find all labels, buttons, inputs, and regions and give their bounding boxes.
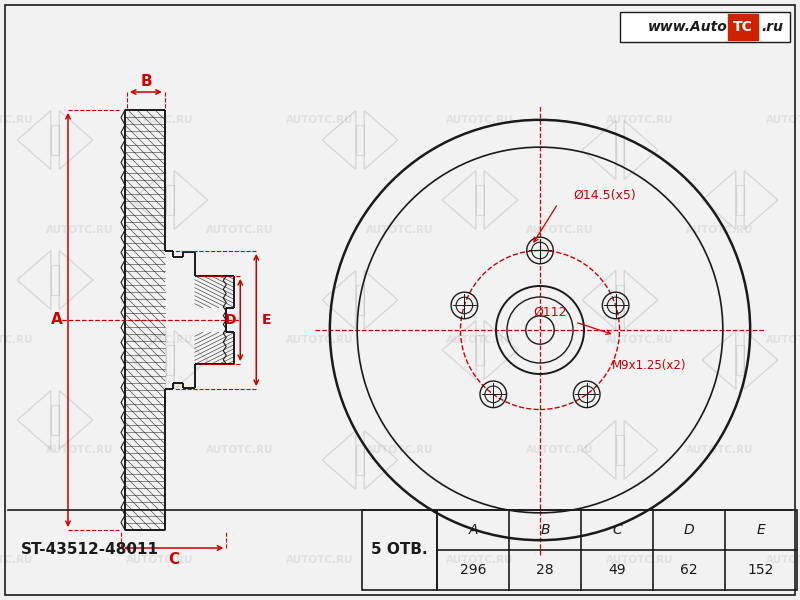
Text: AUTOTC.RU: AUTOTC.RU: [606, 115, 674, 125]
Text: TC: TC: [733, 20, 753, 34]
Text: M9x1.25(x2): M9x1.25(x2): [612, 358, 686, 371]
Bar: [51, 125, 59, 155]
Text: .ru: .ru: [761, 20, 783, 34]
Text: 296: 296: [460, 563, 486, 577]
Bar: [437, 510, 797, 590]
Text: B: B: [540, 523, 550, 537]
Text: AUTOTC.RU: AUTOTC.RU: [286, 555, 354, 565]
Text: AUTOTC.RU: AUTOTC.RU: [126, 555, 194, 565]
Text: D: D: [225, 313, 236, 327]
Text: AUTOTC.RU: AUTOTC.RU: [0, 555, 34, 565]
Text: E: E: [262, 313, 271, 327]
Bar: [166, 345, 174, 374]
Bar: [736, 185, 744, 215]
Text: AUTOTC.RU: AUTOTC.RU: [446, 115, 514, 125]
Text: AUTOTC.RU: AUTOTC.RU: [0, 115, 34, 125]
Text: AUTOTC.RU: AUTOTC.RU: [366, 225, 434, 235]
Text: AUTOTC.RU: AUTOTC.RU: [766, 115, 800, 125]
Text: AUTOTC.RU: AUTOTC.RU: [126, 335, 194, 345]
Bar: [356, 286, 364, 314]
Text: C: C: [612, 523, 622, 537]
Text: AUTOTC.RU: AUTOTC.RU: [46, 445, 114, 455]
Text: AUTOTC.RU: AUTOTC.RU: [286, 335, 354, 345]
Text: AUTOTC.RU: AUTOTC.RU: [366, 445, 434, 455]
Text: AUTOTC.RU: AUTOTC.RU: [206, 445, 274, 455]
Text: 28: 28: [536, 563, 554, 577]
Text: www.Auto: www.Auto: [648, 20, 728, 34]
Text: Ø112: Ø112: [534, 305, 566, 319]
Bar: [616, 286, 624, 314]
Text: AUTOTC.RU: AUTOTC.RU: [686, 225, 754, 235]
Text: AUTOTC.RU: AUTOTC.RU: [206, 225, 274, 235]
Text: AUTOTC.RU: AUTOTC.RU: [126, 115, 194, 125]
Text: AUTOTC.RU: AUTOTC.RU: [46, 225, 114, 235]
Bar: [736, 345, 744, 374]
Text: AUTOTC.RU: AUTOTC.RU: [0, 335, 34, 345]
Bar: [51, 265, 59, 295]
Text: AUTOTC.RU: AUTOTC.RU: [686, 445, 754, 455]
Text: 152: 152: [748, 563, 774, 577]
Bar: [476, 335, 484, 365]
Text: AUTOTC.RU: AUTOTC.RU: [446, 555, 514, 565]
Bar: [620, 12, 790, 42]
Text: AUTOTC.RU: AUTOTC.RU: [286, 115, 354, 125]
Text: A: A: [51, 313, 63, 328]
Text: B: B: [141, 73, 153, 88]
Bar: [51, 406, 59, 434]
Text: AUTOTC.RU: AUTOTC.RU: [526, 445, 594, 455]
Text: C: C: [168, 551, 179, 566]
Text: ST-43512-48011: ST-43512-48011: [21, 542, 159, 557]
Bar: [616, 135, 624, 164]
Bar: [356, 125, 364, 155]
Text: AUTOTC.RU: AUTOTC.RU: [606, 555, 674, 565]
Text: 49: 49: [608, 563, 626, 577]
Text: 62: 62: [680, 563, 698, 577]
Text: AUTOTC.RU: AUTOTC.RU: [446, 335, 514, 345]
Text: 5 ОТВ.: 5 ОТВ.: [371, 542, 428, 557]
Bar: [476, 185, 484, 215]
Bar: [616, 436, 624, 464]
Text: A: A: [468, 523, 478, 537]
Text: AUTOTC.RU: AUTOTC.RU: [526, 225, 594, 235]
Bar: [362, 510, 437, 590]
Text: AUTOTC.RU: AUTOTC.RU: [766, 335, 800, 345]
Text: Ø14.5(x5): Ø14.5(x5): [573, 189, 636, 202]
Bar: [166, 185, 174, 215]
Bar: [356, 445, 364, 475]
Text: D: D: [684, 523, 694, 537]
Text: E: E: [757, 523, 766, 537]
Text: AUTOTC.RU: AUTOTC.RU: [606, 335, 674, 345]
Bar: [728, 14, 758, 40]
Text: AUTOTC.RU: AUTOTC.RU: [766, 555, 800, 565]
